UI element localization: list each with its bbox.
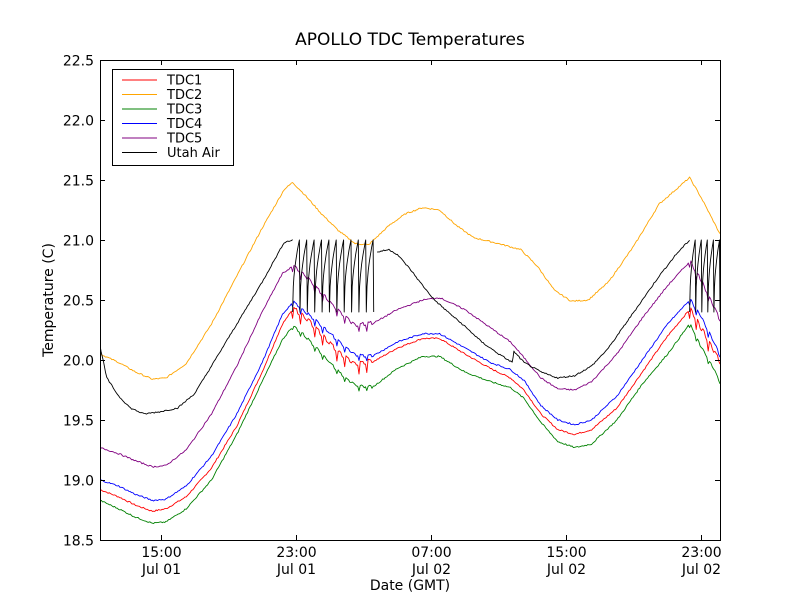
- x-tick-label-time: 15:00: [141, 545, 181, 561]
- x-tick-label-date: Jul 02: [411, 562, 451, 578]
- y-tick-label: 20.0: [63, 354, 94, 370]
- y-tick-label: 21.5: [63, 174, 94, 190]
- series-layer: [100, 176, 720, 524]
- series-line-utah-air-cycling: [689, 239, 720, 313]
- y-tick-label: 22.5: [63, 54, 94, 70]
- legend-label: Utah Air: [167, 146, 220, 161]
- legend-label: TDC1: [166, 74, 202, 89]
- x-tick-label-time: 23:00: [276, 545, 316, 561]
- y-tick-label: 19.0: [63, 474, 94, 490]
- x-tick-label-time: 23:00: [681, 545, 721, 561]
- legend-frame: [112, 69, 234, 166]
- x-tick-label-date: Jul 02: [546, 562, 586, 578]
- series-line-tdc3: [100, 324, 720, 524]
- x-tick-label-date: Jul 02: [681, 562, 721, 578]
- series-line-tdc2: [100, 176, 720, 380]
- y-tick-label: 18.5: [63, 534, 94, 550]
- series-line-utah-air-cycling: [292, 239, 375, 313]
- series-line-tdc4: [100, 298, 720, 502]
- y-tick-label: 20.5: [63, 294, 94, 310]
- legend-label: TDC4: [166, 117, 202, 132]
- series-line-utah-air-post-spike: [377, 240, 690, 379]
- series-line-tdc5: [100, 260, 720, 468]
- legend-label: TDC5: [166, 132, 202, 147]
- chart-title: APOLLO TDC Temperatures: [295, 30, 525, 50]
- y-axis-label: Temperature (C): [41, 243, 57, 358]
- series-line-tdc1: [100, 306, 720, 512]
- x-tick-label-time: 07:00: [411, 545, 451, 561]
- y-tick-label: 19.5: [63, 414, 94, 430]
- x-tick-label-time: 15:00: [546, 545, 586, 561]
- x-tick-label-date: Jul 01: [141, 562, 181, 578]
- x-tick-label-date: Jul 01: [276, 562, 316, 578]
- series-line-utah-air: [100, 239, 293, 415]
- y-tick-label: 22.0: [63, 114, 94, 130]
- legend-label: TDC2: [166, 88, 202, 103]
- x-axis-label: Date (GMT): [370, 578, 450, 594]
- legend-label: TDC3: [166, 103, 202, 118]
- y-axis: 18.5 19.0 19.5 20.0 20.5 21.0 21.5 22.0 22.5: [63, 54, 720, 550]
- y-tick-label: 21.0: [63, 234, 94, 250]
